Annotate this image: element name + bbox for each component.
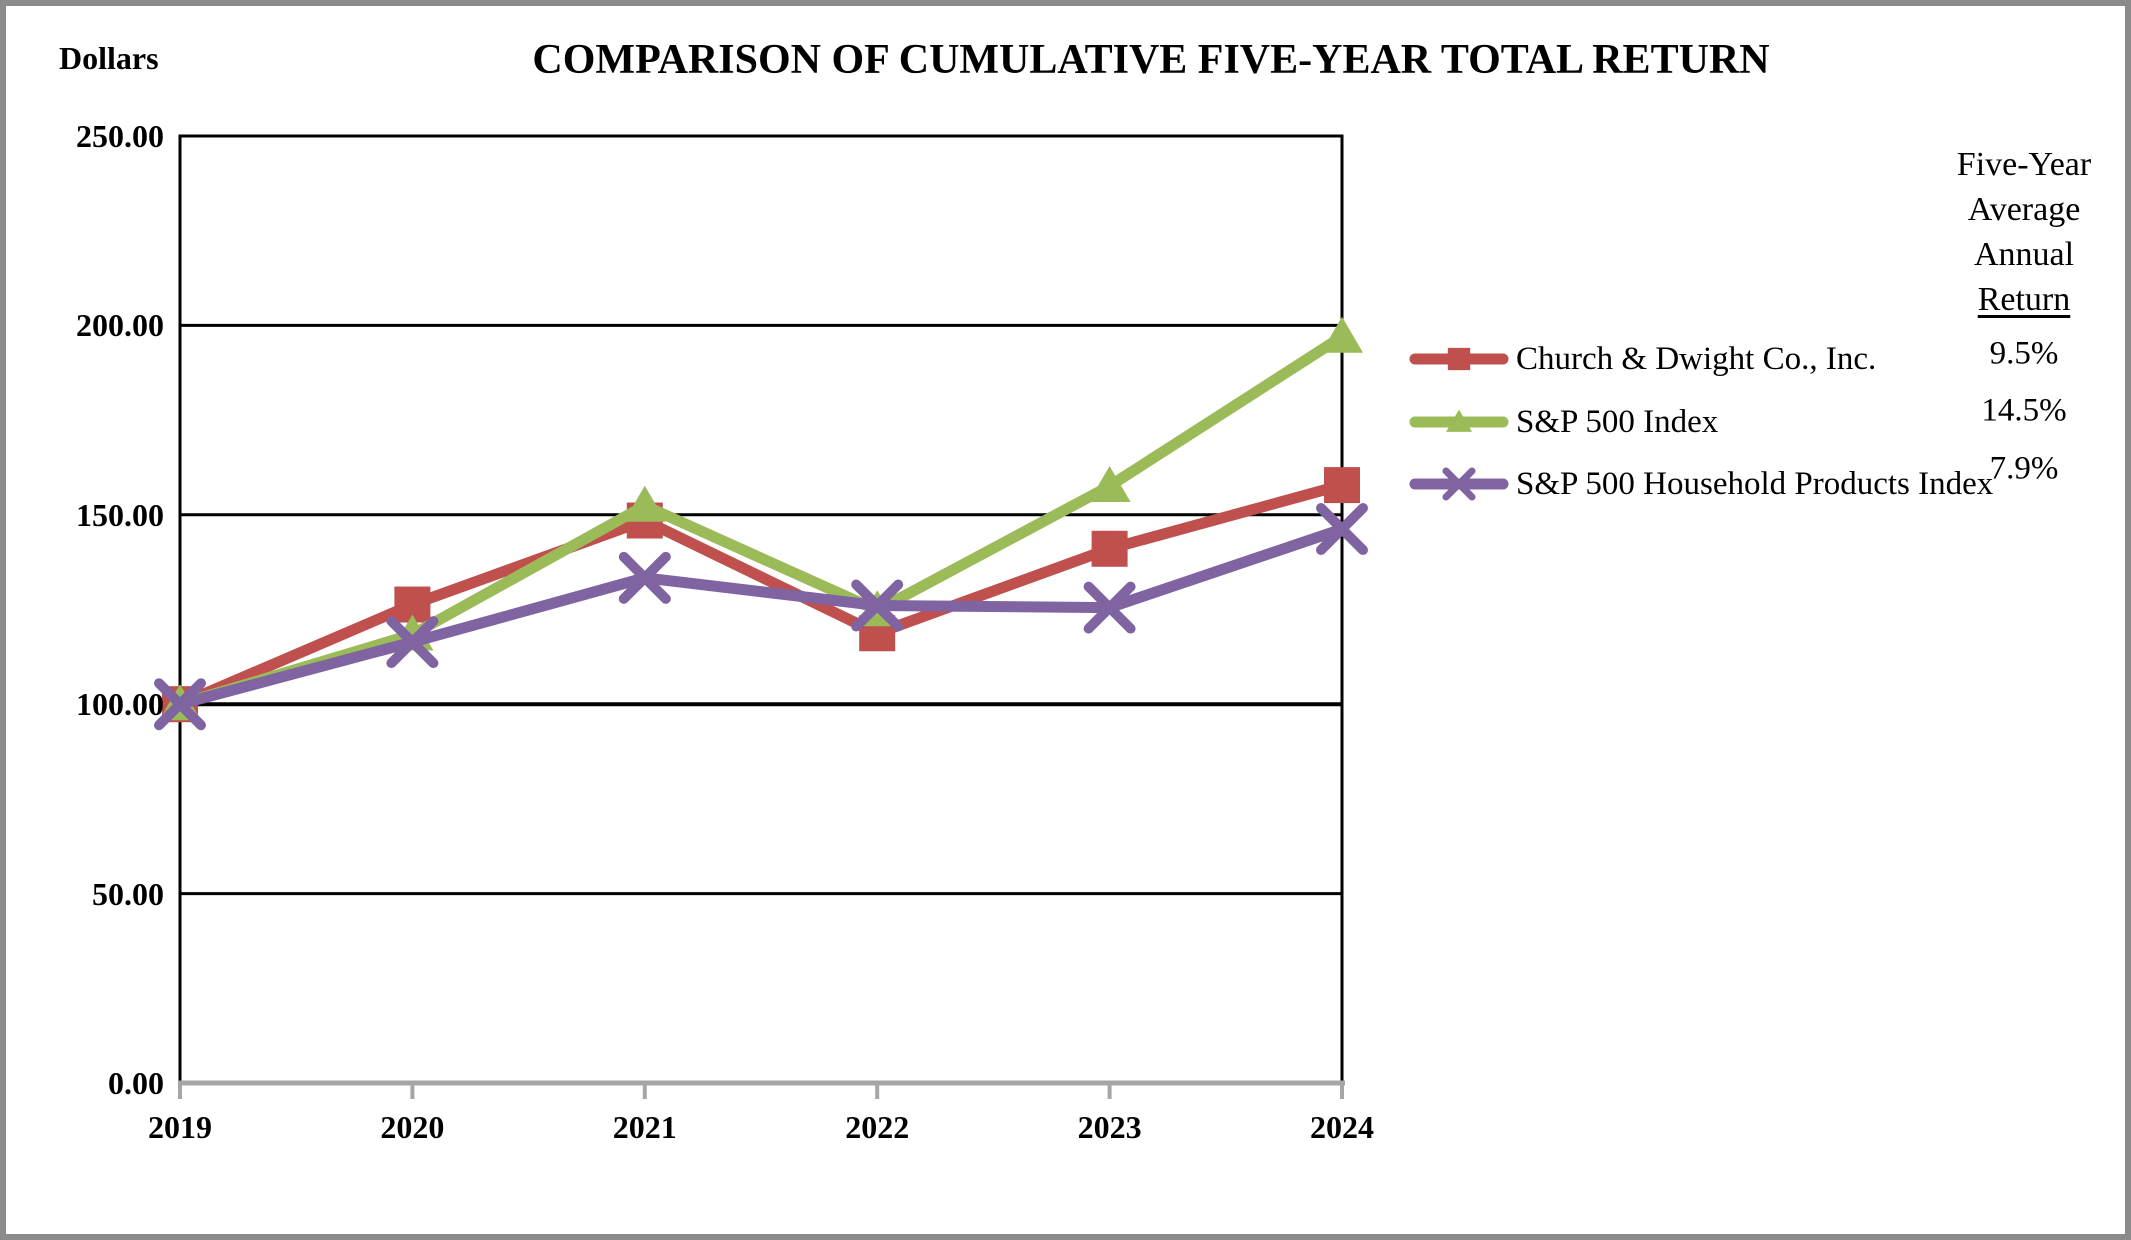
y-tick-label: 50.00 [92,875,164,912]
legend-marker-icon [1447,347,1471,371]
series-2-x-marker [154,678,206,731]
legend-triangle-swatch-icon [1409,409,1509,432]
x-tick-label: 2021 [612,1109,677,1145]
y-tick-label: 100.00 [76,686,164,723]
legend-item: S&P 500 Household Products Index [1409,460,1993,508]
y-tick-label: 0.00 [108,1065,164,1101]
y-tick-label: 150.00 [76,496,164,533]
legend-header-line: Return [1977,281,2071,318]
five-year-return-value: 7.9% [1989,450,2059,487]
legend-item-label: Church & Dwight Co., Inc. [1516,340,1877,377]
legend-marker-icon [1445,409,1473,432]
series-line-0 [177,479,1344,710]
x-tick-label: 2019 [148,1109,212,1145]
legend-item-label: S&P 500 Index [1516,403,1719,440]
series-0-square-marker [1324,467,1360,504]
series-2-x-marker [1083,581,1136,634]
legend-marker-icon [1442,467,1476,501]
chart-title: COMPARISON OF CUMULATIVE FIVE-YEAR TOTAL… [532,37,1770,83]
x-tick-label: 2020 [380,1109,445,1145]
legend-header: Five-Year Average Annual Return [1957,142,2091,322]
series-2-x-marker [386,616,439,669]
legend-header-line: Average [1967,191,2081,228]
series-1-triangle-marker [623,485,666,522]
series-0-square-marker [1091,530,1128,567]
chart-canvas [154,134,1368,1099]
series-1-triangle-marker [1321,316,1363,353]
series-2-x-marker [851,579,904,632]
legend-item: S&P 500 Index [1409,398,1718,446]
series-2-x-marker [618,551,671,604]
y-axis-unit-label: Dollars [59,40,159,76]
x-tick-label: 2023 [1077,1109,1142,1145]
five-year-return-value: 9.5% [1989,335,2059,372]
series-1-triangle-marker [1088,466,1131,503]
legend-item-label: S&P 500 Household Products Index [1516,465,1994,502]
y-tick-label: 250.00 [76,118,164,154]
x-tick-label: 2022 [845,1109,910,1145]
legend-header-line: Annual [1973,236,2075,273]
series-line-2 [178,523,1344,710]
legend-header-line: Five-Year [1956,146,2092,183]
five-year-return-value: 14.5% [1981,392,2067,429]
legend-x-swatch-icon [1409,467,1509,501]
series-line-1 [178,332,1345,710]
legend-item: Church & Dwight Co., Inc. [1409,335,1876,383]
x-tick-label: 2024 [1310,1109,1374,1145]
legend-square-swatch-icon [1409,347,1509,371]
y-tick-label: 200.00 [76,307,164,344]
series-2-x-marker [1316,503,1368,556]
